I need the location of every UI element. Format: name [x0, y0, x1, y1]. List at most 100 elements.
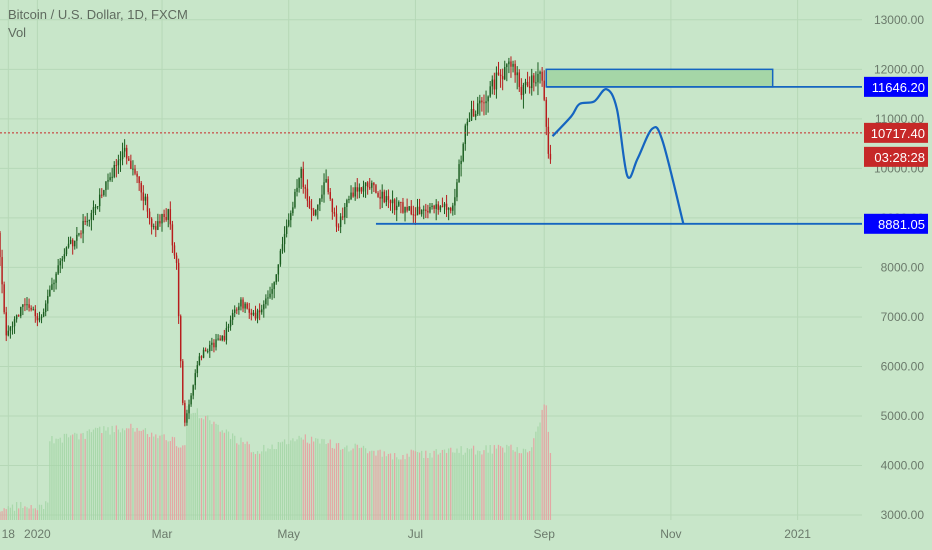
volume-bar [337, 443, 340, 520]
volume-bar [205, 415, 207, 520]
volume-bar [367, 453, 369, 520]
candle-body [302, 168, 304, 188]
volume-bar [493, 445, 495, 520]
candle-body [400, 201, 402, 203]
volume-bar [94, 427, 97, 520]
volume-bar [448, 448, 450, 520]
candle-body [165, 216, 167, 220]
volume-bar [103, 426, 105, 520]
candle-body [0, 232, 1, 258]
candle-body [495, 72, 498, 90]
candle-body [144, 196, 147, 201]
volume-bar [72, 434, 74, 520]
volume-bar [67, 437, 70, 520]
volume-bar [487, 452, 489, 520]
volume-bar [325, 444, 327, 520]
volume-bar [207, 415, 209, 520]
volume-bar [111, 425, 113, 520]
candle-body [310, 208, 313, 211]
volume-bar [161, 434, 163, 520]
candle-body [520, 86, 523, 96]
candle-body [344, 206, 346, 218]
candle-body [381, 191, 383, 199]
candle-body [182, 361, 184, 403]
candle-body [526, 81, 529, 87]
candle-body [246, 303, 248, 309]
volume-bar [182, 445, 184, 520]
volume-bar [331, 447, 333, 520]
candle-body [533, 75, 535, 83]
volume-bar [406, 453, 408, 520]
volume-bar [466, 448, 468, 520]
volume-bar [215, 423, 217, 520]
candle-body [356, 187, 358, 192]
volume-bar [36, 510, 39, 520]
candle-body [163, 213, 165, 217]
volume-bar [155, 434, 157, 520]
volume-bar [281, 441, 284, 520]
price-axis[interactable]: 3000.00 4000.00 5000.00 6000.00 7000.00 8000.… [874, 13, 924, 522]
candle-body [167, 209, 169, 220]
candle-body [335, 213, 338, 227]
time-axis[interactable]: 18 2020 Mar May Jul Sep Nov 2021 [2, 527, 812, 541]
candle-body [277, 264, 280, 275]
volume-bar [437, 454, 439, 520]
x-tick-label: 18 [2, 527, 16, 541]
volume-bar [458, 452, 460, 520]
volume-bar [240, 437, 242, 520]
candle-body [71, 239, 74, 247]
candle-body [202, 349, 205, 358]
volume-bar [15, 502, 18, 520]
candle-body [423, 209, 425, 211]
candle-body [175, 255, 178, 263]
volume-bar [400, 459, 402, 520]
zone-rect [545, 68, 774, 88]
volume-bar [163, 434, 165, 520]
volume-bar [246, 441, 248, 520]
candle-body [319, 198, 321, 205]
candle-body [535, 82, 537, 84]
candle-body [103, 190, 105, 196]
volume-bar [101, 433, 103, 520]
candle-body [157, 221, 159, 230]
candle-body [437, 204, 439, 210]
volume-bar [49, 441, 51, 520]
candle-body [190, 395, 192, 405]
volume-bar [167, 441, 169, 520]
candle-body [485, 101, 487, 104]
candle-body [331, 198, 334, 213]
candle-body [59, 260, 61, 266]
volume-label[interactable]: Vol [8, 25, 27, 40]
candle-body [238, 306, 240, 311]
volume-bar [22, 507, 24, 520]
volume-bar [3, 508, 5, 520]
candle-body [88, 219, 91, 222]
volume-bar [423, 457, 425, 520]
volume-bar [213, 421, 215, 520]
countdown-tag: 03:28:28 [874, 150, 925, 165]
candle-body [206, 351, 209, 353]
candle-body [404, 206, 406, 213]
candle-body [221, 335, 223, 341]
volume-bar [418, 452, 421, 520]
volume-bar [288, 443, 290, 520]
candle-body [256, 310, 259, 319]
projection-path[interactable] [551, 88, 685, 225]
candle-body [34, 309, 37, 317]
candle-body [285, 225, 288, 234]
candle-body [408, 206, 410, 211]
candle-body [464, 125, 466, 145]
candle-body [142, 192, 145, 201]
volume-bar [196, 408, 198, 520]
candle-body [134, 168, 136, 174]
supply-zone[interactable] [545, 68, 774, 88]
volume-bar [13, 510, 16, 520]
volume-bar [398, 459, 400, 520]
candle-body [456, 182, 458, 198]
current-price-tag: 10717.40 [871, 126, 925, 141]
volume-bar [412, 450, 414, 520]
horizontal-levels[interactable] [375, 85, 862, 225]
symbol-title[interactable]: Bitcoin / U.S. Dollar, 1D, FXCM [8, 7, 188, 22]
candle-body [483, 102, 485, 104]
